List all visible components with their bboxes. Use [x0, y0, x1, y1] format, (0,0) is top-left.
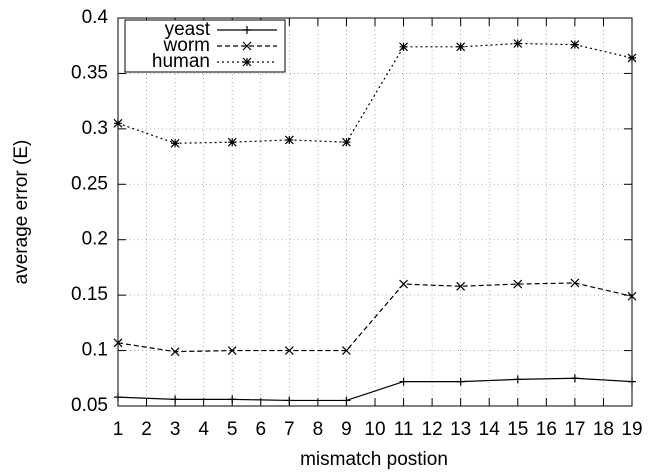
y-tick-label: 0.25: [71, 173, 108, 194]
x-tick-label: 4: [198, 419, 209, 440]
x-tick-label: 5: [227, 419, 238, 440]
x-tick-label: 11: [394, 419, 414, 440]
legend-marker: [242, 57, 252, 67]
data-point: [227, 346, 237, 355]
data-point: [628, 377, 636, 386]
data-point: [513, 39, 523, 48]
x-tick-label: 10: [364, 419, 385, 440]
x-tick-label: 13: [450, 419, 471, 440]
legend-label: yeast: [165, 19, 211, 40]
data-point: [399, 279, 408, 289]
x-tick-label: 16: [536, 419, 557, 440]
series-line: [117, 282, 633, 353]
data-point: [284, 135, 294, 145]
x-tick-label: 1: [113, 419, 124, 440]
y-tick-label: 0.1: [82, 340, 108, 361]
data-point: [513, 279, 523, 289]
data-point: [171, 395, 180, 404]
x-tick-label: 3: [170, 419, 181, 440]
data-point: [170, 347, 180, 357]
data-point: [456, 377, 465, 386]
x-tick-label: 14: [479, 419, 501, 440]
x-axis-label: mismatch postion: [300, 449, 448, 470]
x-tick-label: 9: [341, 419, 352, 440]
data-point: [284, 346, 294, 355]
x-tick-label: 18: [593, 419, 614, 440]
data-point: [627, 53, 637, 63]
y-tick-label: 0.05: [71, 395, 108, 416]
x-tick-label: 7: [284, 419, 295, 440]
legend-marker: [242, 41, 252, 51]
x-tick-label: 2: [141, 419, 152, 440]
data-point: [170, 138, 180, 148]
x-tick-label: 6: [255, 419, 266, 440]
data-point: [285, 396, 294, 405]
data-point: [456, 42, 466, 52]
data-point: [513, 375, 522, 384]
data-point: [113, 338, 123, 348]
data-point: [227, 137, 237, 147]
data-point: [114, 393, 122, 402]
data-point: [570, 374, 579, 383]
data-point: [113, 118, 123, 128]
x-tick-label: 8: [313, 419, 324, 440]
legend-label: human: [152, 51, 210, 72]
y-tick-label: 0.2: [82, 229, 108, 250]
data-point: [342, 137, 351, 147]
data-point: [399, 377, 408, 386]
y-tick-label: 0.35: [71, 62, 108, 83]
x-tick-label: 19: [621, 419, 642, 440]
y-tick-label: 0.4: [82, 7, 109, 28]
data-point: [342, 346, 351, 355]
plot-frame: [117, 17, 633, 407]
y-axis-label: average error (E): [11, 140, 32, 285]
x-tick-label: 17: [564, 419, 585, 440]
data-point: [627, 291, 637, 301]
y-tick-label: 0.3: [82, 118, 108, 139]
data-point: [228, 395, 237, 404]
series-line: [117, 42, 633, 144]
data-point: [456, 281, 466, 291]
data-point: [570, 40, 580, 50]
data-point: [342, 396, 351, 405]
y-tick-label: 0.15: [71, 284, 108, 305]
x-tick-label: 15: [507, 419, 528, 440]
series-line: [117, 377, 633, 402]
x-tick-label: 12: [422, 419, 443, 440]
data-point: [570, 278, 580, 288]
legend-label: worm: [163, 35, 210, 56]
legend-marker: [243, 26, 251, 34]
data-point: [399, 42, 408, 52]
